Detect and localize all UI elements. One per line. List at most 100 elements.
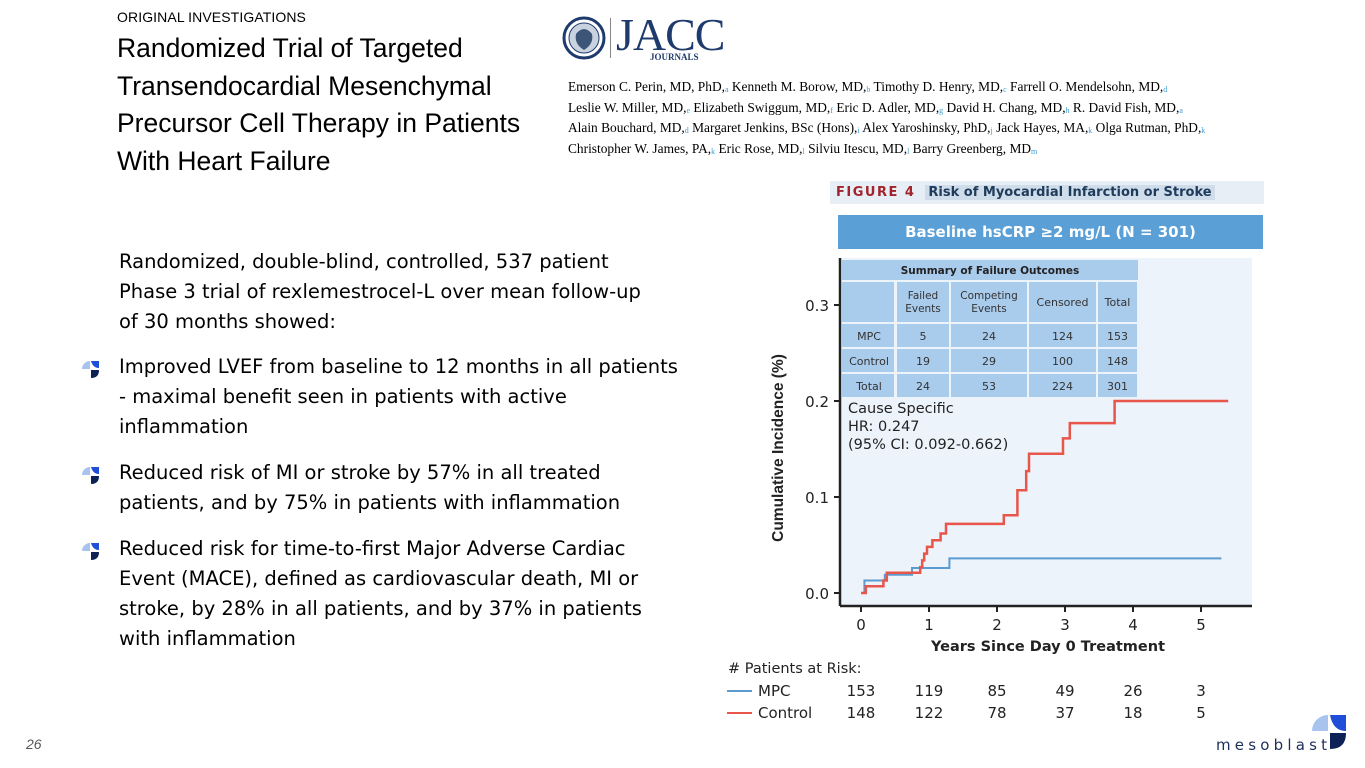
y-tick-label: 0.1 — [805, 489, 829, 507]
affiliation-marker: b — [866, 85, 871, 94]
author-name: David H. Chang, MD, — [946, 99, 1066, 115]
affiliation-marker: j — [990, 126, 993, 135]
affiliation-marker: g — [939, 105, 944, 115]
author-name: Emerson C. Perin, MD, PhD, — [568, 79, 725, 94]
figure-subheader: Baseline hsCRP ≥2 mg/L (N = 301) — [838, 215, 1263, 249]
at-risk-value: 78 — [987, 704, 1006, 722]
table-cell — [1098, 282, 1137, 322]
table-cell — [842, 374, 894, 397]
table-value: MPC — [857, 330, 881, 343]
table-cell — [951, 282, 1027, 322]
section-kicker: ORIGINAL INVESTIGATIONS — [117, 9, 306, 25]
at-risk-value: 5 — [1196, 704, 1206, 722]
journal-name: JACC — [616, 9, 725, 60]
mesoblast-bullet-icon — [82, 361, 99, 378]
table-cell — [1098, 374, 1137, 397]
brand-name: mesoblast — [1216, 736, 1332, 754]
affiliation-marker: l — [907, 146, 910, 156]
table-cell — [951, 374, 1027, 397]
table-header: Total — [1104, 296, 1131, 309]
y-tick-label: 0.0 — [805, 585, 829, 603]
table-header: Failed — [908, 290, 938, 302]
author-name: Margaret Jenkins, BSc (Hons), — [692, 120, 858, 135]
table-cell — [1098, 324, 1137, 347]
series-line-mpc — [863, 557, 1222, 593]
x-axis-label: Years Since Day 0 Treatment — [930, 639, 1165, 655]
author-line: Christopher W. James, PA,k Eric Rose, MD… — [568, 140, 1288, 161]
author-name: Jack Hayes, MA, — [996, 120, 1089, 135]
title-line: Randomized Trial of Targeted — [117, 33, 463, 63]
legend-label: Control — [758, 704, 812, 722]
table-title: Summary of Failure Outcomes — [901, 265, 1080, 277]
table-value: 153 — [1107, 330, 1128, 343]
bullet-text: Improved LVEF from baseline to 12 months… — [119, 355, 678, 438]
heart-seal-icon — [562, 16, 606, 60]
bullet-text: Reduced risk of MI or stroke by 57% in a… — [119, 461, 621, 514]
article-title: Randomized Trial of Targeted Transendoca… — [117, 30, 547, 180]
table-cell — [842, 282, 894, 322]
at-risk-value: 37 — [1055, 704, 1074, 722]
author-name: Timothy D. Henry, MD, — [873, 79, 1004, 94]
table-value: Total — [855, 380, 882, 393]
table-value: 24 — [982, 330, 996, 343]
author-name: Silviu Itescu, MD, — [808, 140, 908, 156]
table-cell — [897, 349, 949, 372]
title-line: Transendocardial Mesenchymal — [117, 70, 492, 101]
table-header: Events — [905, 303, 941, 315]
author-name: Eric D. Adler, MD, — [836, 99, 940, 115]
author-name: R. David Fish, MD, — [1072, 99, 1180, 115]
affiliation-marker: a — [1179, 105, 1183, 115]
affiliation-marker: d — [1163, 85, 1168, 94]
bullet-text: Reduced risk for time-to-first Major Adv… — [119, 537, 642, 650]
author-line: Leslie W. Miller, MD,e Elizabeth Swiggum… — [568, 99, 1288, 120]
table-value: 29 — [982, 355, 996, 368]
table-cell — [1029, 324, 1096, 347]
table-cell — [1029, 374, 1096, 397]
author-name: Alain Bouchard, MD, — [568, 120, 685, 135]
author-name: Kenneth M. Borow, MD, — [731, 79, 867, 94]
affiliation-marker: c — [1003, 85, 1007, 94]
affiliation-marker: k — [1201, 126, 1206, 135]
author-name: Leslie W. Miller, MD, — [568, 99, 687, 115]
bullet-item: Improved LVEF from baseline to 12 months… — [80, 352, 680, 442]
hr-annotation: HR: 0.247 — [848, 419, 920, 435]
table-title-cell — [842, 260, 1138, 280]
table-value: 24 — [916, 380, 930, 393]
title-line: Precursor Cell Therapy in Patients — [117, 108, 521, 138]
table-cell — [1098, 349, 1137, 372]
table-cell — [897, 374, 949, 397]
table-value: 224 — [1052, 380, 1073, 393]
x-tick-label: 4 — [1128, 616, 1138, 634]
table-cell — [897, 282, 949, 322]
table-value: 100 — [1052, 355, 1073, 368]
table-cell — [1029, 282, 1096, 322]
figure-caption: FIGURE 4 Risk of Myocardial Infarction or… — [830, 181, 1264, 204]
affiliation-marker: m — [1031, 146, 1038, 156]
at-risk-value: 3 — [1196, 682, 1206, 700]
legend-label: MPC — [758, 682, 790, 700]
affiliation-marker: k — [1088, 126, 1093, 135]
author-name: Farrell O. Mendelsohn, MD, — [1010, 79, 1164, 94]
x-tick-label: 1 — [924, 616, 934, 634]
at-risk-value: 18 — [1123, 704, 1142, 722]
table-value: 124 — [1052, 330, 1073, 343]
at-risk-value: 49 — [1055, 682, 1074, 700]
at-risk-value: 122 — [915, 704, 944, 722]
figure-label: FIGURE 4 — [836, 185, 916, 200]
at-risk-value: 26 — [1123, 682, 1142, 700]
bullet-item: Reduced risk for time-to-first Major Adv… — [80, 534, 680, 654]
author-name: Christopher W. James, PA, — [568, 140, 712, 156]
mesoblast-bullet-icon — [82, 467, 99, 484]
author-name: Barry Greenberg, MD — [912, 140, 1032, 156]
table-cell — [1029, 349, 1096, 372]
affiliation-marker: k — [711, 146, 716, 156]
author-line: Emerson C. Perin, MD, PhD,a Kenneth M. B… — [568, 78, 1288, 99]
hr-annotation: Cause Specific — [848, 401, 954, 417]
table-cell — [951, 324, 1027, 347]
table-cell — [842, 349, 894, 372]
author-name: Eric Rose, MD, — [718, 140, 803, 156]
at-risk-value: 148 — [847, 704, 876, 722]
table-value: Control — [849, 355, 889, 368]
author-list: Emerson C. Perin, MD, PhD, a Kenneth M. B… — [568, 78, 1288, 160]
bullet-list: Improved LVEF from baseline to 12 months… — [80, 352, 680, 670]
